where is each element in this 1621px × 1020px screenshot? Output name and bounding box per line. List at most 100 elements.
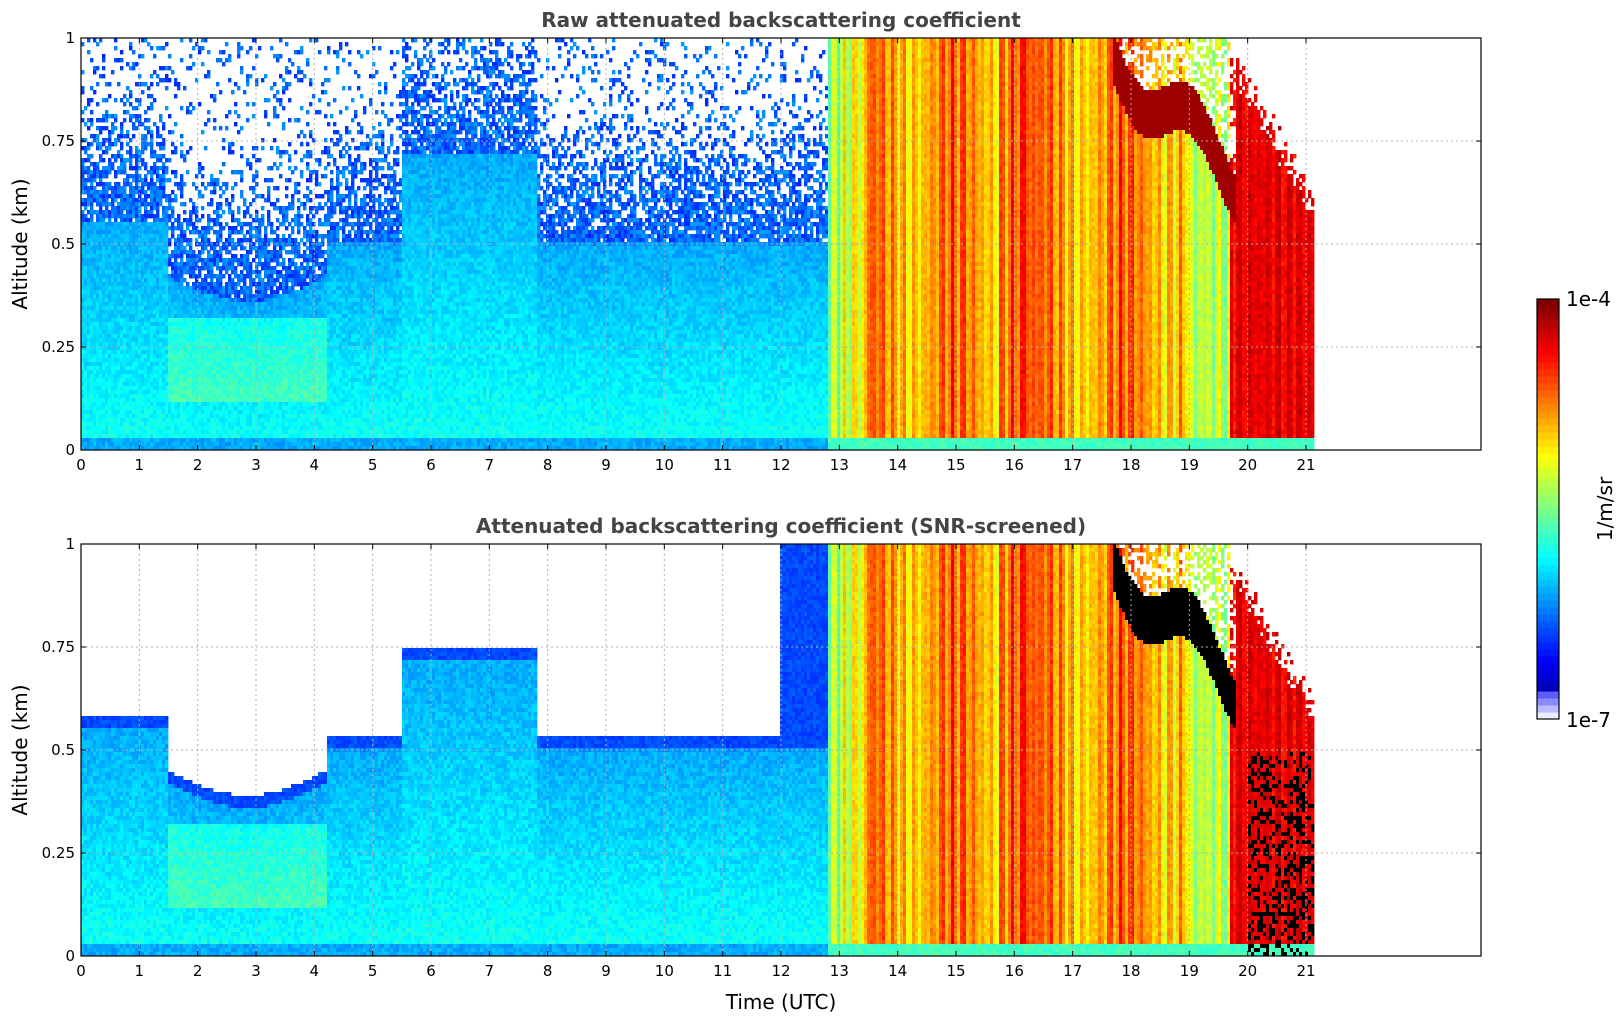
heatmap-cell (90, 58, 93, 62)
heatmap-cell (90, 358, 93, 362)
heatmap-cell (87, 126, 90, 130)
heatmap-cell (114, 258, 117, 262)
heatmap-cell (96, 330, 99, 334)
heatmap-cell (84, 422, 87, 426)
heatmap-cell (84, 390, 87, 394)
heatmap-cell (99, 246, 102, 250)
heatmap-cell (111, 126, 114, 130)
heatmap-cell (117, 390, 120, 394)
heatmap-cell (99, 142, 102, 146)
heatmap-cell (105, 422, 108, 426)
heatmap-cell (96, 410, 99, 414)
heatmap-cell (111, 194, 114, 198)
heatmap-cell (105, 150, 108, 154)
heatmap-cell (108, 402, 111, 406)
heatmap-cell (105, 230, 108, 234)
heatmap-cell (84, 298, 87, 302)
heatmap-cell (93, 70, 96, 74)
heatmap-cell (90, 414, 93, 418)
heatmap-cell (99, 414, 102, 418)
heatmap-cell (99, 230, 102, 234)
heatmap-cell (90, 286, 93, 290)
heatmap-cell (84, 250, 87, 254)
heatmap-cell (117, 378, 120, 382)
heatmap-cell (108, 294, 111, 298)
heatmap-cell (114, 414, 117, 418)
heatmap-cell (87, 430, 90, 434)
heatmap-cell (105, 338, 108, 342)
heatmap-cell (114, 278, 117, 282)
heatmap-cell (87, 442, 90, 446)
heatmap-cell (108, 82, 111, 86)
heatmap-cell (114, 142, 117, 146)
heatmap-cell (105, 110, 108, 114)
heatmap-cell (93, 226, 96, 230)
heatmap-cell (90, 294, 93, 298)
heatmap-cell (105, 114, 108, 118)
heatmap-cell (84, 426, 87, 430)
heatmap-cell (102, 294, 105, 298)
heatmap-cell (108, 234, 111, 238)
heatmap-cell (108, 254, 111, 258)
heatmap-cell (117, 246, 120, 250)
heatmap-cell (102, 338, 105, 342)
heatmap-cell (114, 230, 117, 234)
heatmap-cell (96, 294, 99, 298)
heatmap-cell (84, 274, 87, 278)
heatmap-cell (102, 354, 105, 358)
heatmap-cell (99, 38, 102, 42)
heatmap-cell (111, 258, 114, 262)
heatmap-cell (99, 374, 102, 378)
heatmap-cell (108, 406, 111, 410)
heatmap-cell (99, 146, 102, 150)
heatmap-cell (93, 350, 96, 354)
heatmap-cell (87, 306, 90, 310)
heatmap-cell (102, 298, 105, 302)
heatmap-cell (96, 430, 99, 434)
heatmap-cell (90, 246, 93, 250)
heatmap-cell (108, 306, 111, 310)
heatmap-cell (99, 130, 102, 134)
heatmap-cell (96, 366, 99, 370)
heatmap-cell (87, 398, 90, 402)
heatmap-cell (102, 214, 105, 218)
heatmap-cell (105, 238, 108, 242)
heatmap-cell (93, 286, 96, 290)
heatmap-cell (102, 322, 105, 326)
heatmap-cell (108, 366, 111, 370)
heatmap-cell (114, 298, 117, 302)
heatmap-cell (117, 350, 120, 354)
heatmap-cell (90, 170, 93, 174)
heatmap-cell (90, 390, 93, 394)
heatmap-cell (114, 126, 117, 130)
heatmap-cell (111, 114, 114, 118)
heatmap-cell (114, 318, 117, 322)
heatmap-cell (114, 394, 117, 398)
heatmap-cell (99, 426, 102, 430)
heatmap-cell (117, 406, 120, 410)
heatmap-cell (114, 206, 117, 210)
heatmap-cell (102, 230, 105, 234)
heatmap-cell (90, 370, 93, 374)
heatmap-cell (93, 382, 96, 386)
heatmap-cell (111, 322, 114, 326)
heatmap-cell (90, 282, 93, 286)
heatmap-cell (102, 418, 105, 422)
heatmap-cell (99, 318, 102, 322)
heatmap-cell (99, 254, 102, 258)
heatmap-cell (114, 234, 117, 238)
heatmap-cell (87, 218, 90, 222)
heatmap-cell (108, 250, 111, 254)
heatmap-cell (108, 222, 111, 226)
heatmap-cell (96, 370, 99, 374)
heatmap-cell (96, 434, 99, 438)
heatmap-cell (84, 402, 87, 406)
heatmap-cell (111, 358, 114, 362)
heatmap-cell (87, 154, 90, 158)
heatmap-cell (93, 250, 96, 254)
heatmap-cell (87, 378, 90, 382)
heatmap-cell (96, 126, 99, 130)
heatmap-cell (93, 254, 96, 258)
heatmap-cell (105, 382, 108, 386)
heatmap-cell (114, 358, 117, 362)
